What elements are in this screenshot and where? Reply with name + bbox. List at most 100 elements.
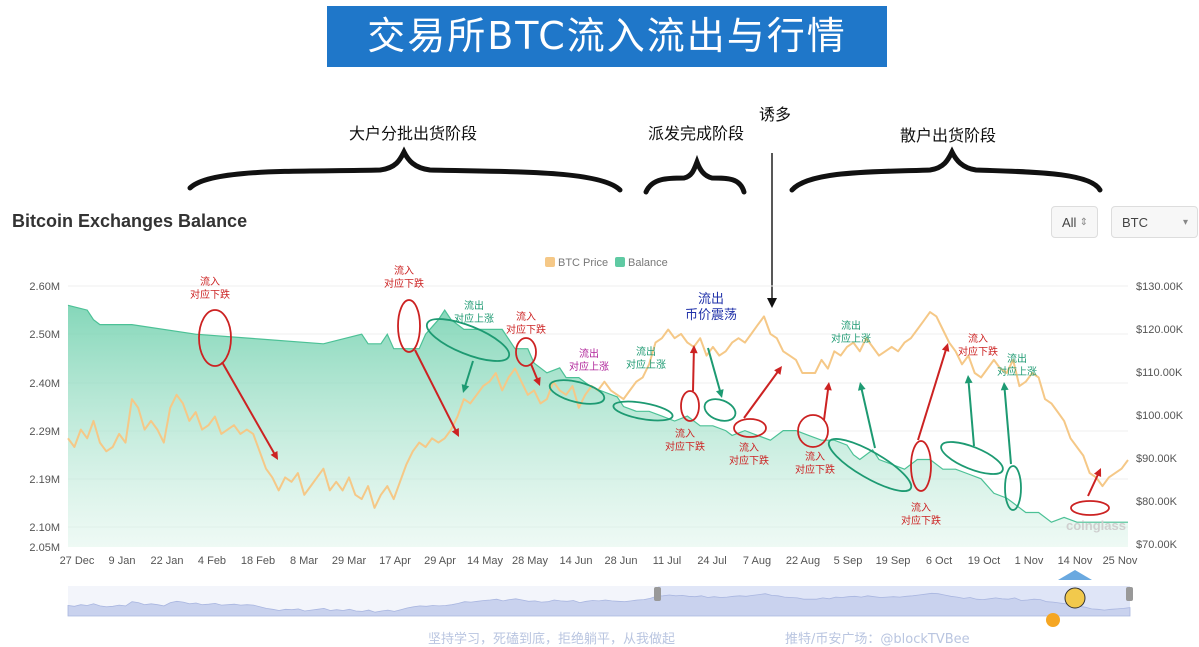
y-right-tick-label: $120.00K (1136, 324, 1184, 336)
marker-arrow-head (1000, 382, 1009, 391)
annotation-label: 币价震荡 (685, 308, 737, 323)
bee-mascot-hat-icon (1058, 570, 1092, 580)
annotation-label: 对应上涨 (454, 312, 494, 325)
updown-icon: ⇕ (1079, 217, 1088, 228)
x-tick-label: 19 Oct (968, 555, 1000, 567)
outflow-marker-ellipse (548, 379, 606, 405)
annotation-label: 流入 (911, 501, 931, 514)
x-tick-label: 29 Apr (424, 555, 456, 567)
y-left-tick-label: 2.60M (29, 281, 60, 293)
inflow-marker-ellipse (198, 309, 232, 367)
annotation-label: 流出 (464, 299, 484, 312)
legend-label-balance: Balance (628, 257, 668, 269)
x-tick-label: 4 Feb (198, 555, 226, 567)
annotation-label: 流入 (516, 310, 536, 323)
phase-brace (187, 146, 623, 193)
bee-mascot-icon (1064, 587, 1086, 609)
inflow-marker-ellipse (733, 418, 767, 438)
y-left-tick-label: 2.05M (29, 542, 60, 554)
marker-arrow-head (774, 366, 782, 375)
outflow-marker-ellipse (827, 438, 913, 492)
marker-arrow-line (967, 378, 975, 447)
x-tick-label: 25 Nov (1103, 555, 1138, 567)
coin-select-value: BTC (1122, 215, 1148, 230)
marker-arrow-line (743, 368, 781, 419)
x-tick-label: 22 Aug (786, 555, 820, 567)
outflow-marker-ellipse (703, 398, 737, 422)
annotation-label: 对应下跌 (506, 323, 546, 336)
x-tick-label: 1 Nov (1015, 555, 1044, 567)
annotation-label: 对应上涨 (569, 360, 609, 373)
annotation-label: 流出 (698, 292, 724, 307)
annotation-label: 流入 (200, 275, 220, 288)
y-right-tick-label: $130.00K (1136, 281, 1184, 293)
outflow-marker-ellipse (940, 441, 1004, 475)
phase-brace (643, 154, 747, 195)
x-tick-label: 14 Nov (1058, 555, 1093, 567)
marker-arrow-head (461, 384, 470, 393)
annotation-label: 对应上涨 (831, 332, 871, 345)
footer-slogan: 坚持学习，死磕到底，拒绝躺平，从我做起 (428, 632, 676, 647)
legend-swatch-price (545, 257, 555, 267)
phase-label: 散户出货阶段 (900, 126, 996, 145)
legend-swatch-balance (615, 257, 625, 267)
outflow-marker-ellipse (425, 318, 511, 362)
phase-label: 派发完成阶段 (648, 124, 744, 143)
marker-arrow-head (451, 428, 459, 437)
chart-title: Bitcoin Exchanges Balance (12, 211, 248, 231)
marker-arrow-line (1087, 471, 1101, 497)
y-right-tick-label: $90.00K (1136, 453, 1178, 465)
marker-arrow-line (221, 361, 277, 458)
annotation-label: 流入 (805, 450, 825, 463)
x-tick-label: 5 Sep (834, 555, 863, 567)
coin-select[interactable]: BTC ▾ (1111, 206, 1198, 238)
x-tick-label: 14 May (467, 555, 504, 567)
y-left-tick-label: 2.19M (29, 474, 60, 486)
marker-arrow-line (463, 360, 474, 390)
navigator-handle-left[interactable] (654, 587, 661, 601)
phase-brace (789, 146, 1103, 193)
bait-arrow-head (767, 298, 777, 308)
navigator-series (67, 592, 1131, 617)
marker-arrow-head (941, 343, 950, 352)
annotation-label: 对应下跌 (958, 345, 998, 358)
marker-arrow-head (1094, 468, 1102, 477)
x-tick-label: 14 Jun (559, 555, 592, 567)
x-tick-label: 18 Feb (241, 555, 275, 567)
inflow-marker-ellipse (1070, 500, 1110, 516)
annotation-label: 对应上涨 (997, 365, 1037, 378)
marker-arrow-line (823, 385, 830, 421)
annotation-label: 流入 (968, 332, 988, 345)
x-tick-label: 9 Jan (109, 555, 136, 567)
x-tick-label: 28 Jun (604, 555, 637, 567)
annotation-label: 流出 (579, 347, 599, 360)
y-left-tick-label: 2.29M (29, 426, 60, 438)
inflow-marker-ellipse (397, 299, 421, 353)
annotation-label: 流入 (675, 427, 695, 440)
banner-title: 交易所BTC流入流出与行情 (327, 6, 887, 67)
inflow-marker-ellipse (797, 414, 829, 448)
x-tick-label: 6 Oct (926, 555, 952, 567)
annotation-label: 对应下跌 (384, 277, 424, 290)
y-left-tick-label: 2.40M (29, 378, 60, 390)
marker-arrow-head (270, 451, 278, 460)
annotation-label: 对应上涨 (626, 358, 666, 371)
marker-arrow-head (533, 377, 541, 386)
legend-label-price: BTC Price (558, 257, 608, 269)
outflow-marker-ellipse (1004, 465, 1022, 511)
range-select[interactable]: All ⇕ (1051, 206, 1098, 238)
y-right-tick-label: $70.00K (1136, 539, 1178, 551)
x-tick-label: 22 Jan (150, 555, 183, 567)
marker-arrow-line (1003, 385, 1012, 465)
x-tick-label: 11 Jul (653, 555, 682, 567)
marker-arrow-line (707, 347, 722, 395)
navigator-handle-right[interactable] (1126, 587, 1133, 601)
annotation-label: 流出 (636, 345, 656, 358)
inflow-marker-ellipse (515, 337, 537, 367)
x-tick-label: 17 Apr (379, 555, 411, 567)
annotation-label: 流入 (394, 264, 414, 277)
y-right-tick-label: $110.00K (1136, 367, 1183, 379)
x-tick-label: 19 Sep (876, 555, 911, 567)
marker-arrow-line (692, 348, 695, 392)
